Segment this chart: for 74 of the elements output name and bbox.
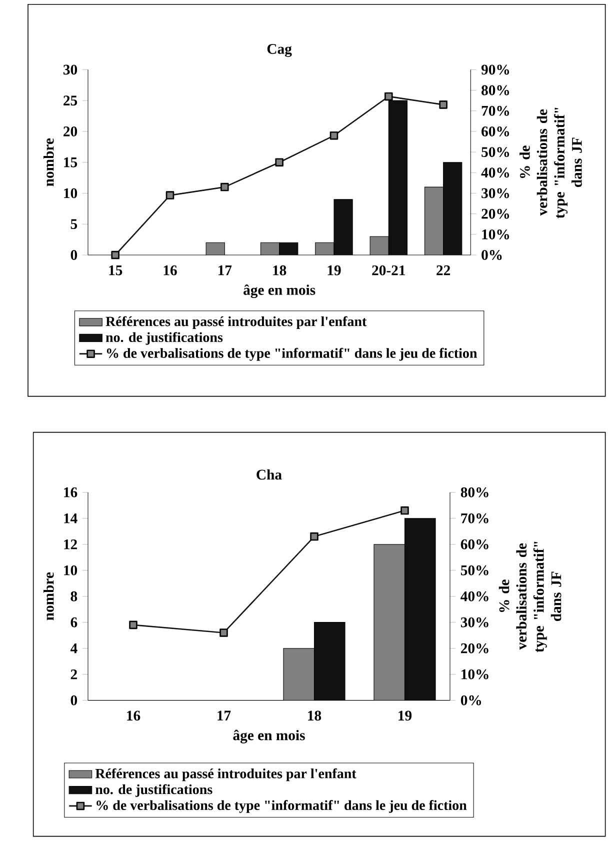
y2-tick-label: 30% — [460, 617, 488, 628]
legend-label: no. de justifications — [106, 332, 223, 345]
y2-tick-label: 50% — [482, 147, 509, 158]
point — [220, 628, 228, 637]
y2-tick-label: 0% — [482, 250, 502, 260]
y-tick-label: 10 — [64, 188, 78, 198]
y-tick-label: 12 — [64, 539, 77, 550]
point — [330, 131, 338, 140]
y-tick-label: 6 — [70, 617, 78, 628]
y2-tick-label: 60% — [460, 539, 488, 550]
x-tick-label: 16 — [127, 710, 140, 721]
y2-tick-label: 30% — [482, 188, 509, 198]
point — [310, 532, 318, 541]
y2-tick-label: 20% — [460, 643, 488, 654]
x-axis-title: âge en mois — [244, 284, 316, 298]
y2-tick-label: 60% — [482, 126, 509, 136]
x-tick-label: 17 — [218, 710, 231, 720]
y-tick-label: 8 — [70, 591, 78, 602]
y-axis-title: nombre — [43, 572, 54, 620]
x-tick-label: 20-21 — [372, 265, 405, 276]
y2-tick-label: 70% — [482, 106, 509, 116]
x-axis-title: âge en mois — [233, 730, 305, 744]
y2-tick-label: 20% — [482, 208, 509, 219]
x-tick-label: 16 — [164, 265, 177, 276]
bar — [334, 199, 353, 255]
chart-title: Cag — [267, 44, 292, 57]
x-tick-label: 19 — [328, 265, 341, 276]
point — [275, 158, 284, 166]
y2-tick-label: 50% — [460, 565, 488, 576]
point — [166, 191, 174, 200]
x-tick-label: 17 — [218, 265, 232, 276]
point — [384, 92, 393, 101]
y2-axis-title: % de verbalisations de type "informatif" dans JF — [498, 542, 562, 652]
x-tick-label: 19 — [398, 710, 412, 721]
y-tick-label: 0 — [70, 695, 78, 706]
y2-tick-label: 80% — [460, 487, 488, 498]
x-tick-label: 22 — [436, 265, 450, 276]
y-tick-label: 5 — [70, 219, 78, 229]
legend-label: Références au passé introduites par l'enfant — [95, 768, 356, 782]
legend-label: Références au passé introduites par l'enfant — [106, 316, 367, 330]
chart-title: Cha — [256, 469, 282, 480]
y2-tick-label: 80% — [482, 85, 509, 96]
y-axis-title: nombre — [43, 138, 54, 186]
y-tick-label: 16 — [64, 487, 78, 498]
point — [439, 100, 448, 109]
x-tick-label: 18 — [308, 710, 322, 721]
y2-tick-label: 10% — [462, 669, 488, 680]
y-tick-label: 15 — [64, 157, 78, 168]
y2-tick-label: 40% — [481, 168, 509, 178]
y-tick-label: 25 — [64, 96, 78, 106]
point — [129, 620, 138, 630]
y-tick-label: 20 — [64, 126, 78, 136]
bar — [443, 162, 462, 255]
y-tick-label: 4 — [70, 644, 78, 654]
bar — [279, 242, 298, 255]
y-tick-label: 10 — [64, 565, 78, 576]
y2-tick-label: 70% — [461, 513, 488, 524]
y2-tick-label: 90% — [481, 64, 509, 75]
x-tick-label: 18 — [273, 265, 286, 276]
point — [111, 250, 120, 260]
legend-label: % de verbalisations de type "informatif" dans le jeu de fiction — [106, 348, 478, 361]
y2-axis-title: % de verbalisations de type "informatif" dans JF — [520, 108, 582, 218]
legend-label: % de verbalisations de type "informatif" dans le jeu de fiction — [96, 800, 467, 813]
y-tick-label: 0 — [70, 250, 78, 260]
point — [220, 182, 229, 192]
y-tick-label: 2 — [70, 669, 77, 680]
y2-tick-label: 40% — [460, 591, 488, 602]
legend-label: no. de justifications — [96, 784, 212, 798]
y2-tick-label: 0% — [460, 695, 481, 706]
y-tick-label: 14 — [64, 513, 78, 524]
y-tick-label: 30 — [63, 64, 78, 75]
point — [400, 506, 409, 515]
y2-tick-label: 10% — [482, 229, 509, 240]
x-tick-label: 15 — [109, 265, 122, 276]
